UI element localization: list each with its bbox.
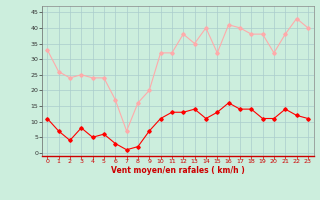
X-axis label: Vent moyen/en rafales ( km/h ): Vent moyen/en rafales ( km/h ) [111, 166, 244, 175]
